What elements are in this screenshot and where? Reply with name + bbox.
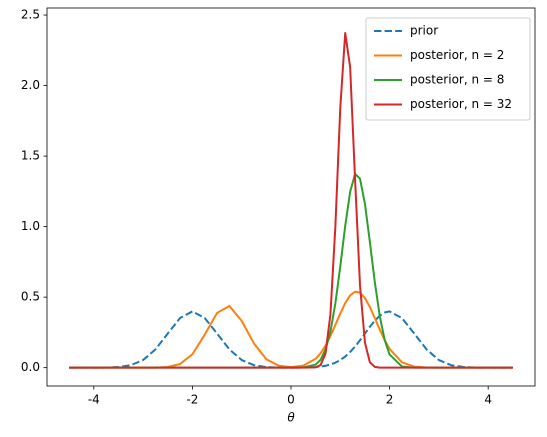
y-tick-label: 2.5 [21,8,40,22]
y-tick-label: 2.0 [21,78,40,92]
plot-frame [46,7,536,387]
x-tick-label: -4 [88,393,100,407]
x-tick-label: -2 [186,393,198,407]
data-line [69,31,513,369]
y-tick-label: 1.0 [21,219,40,233]
legend: prior posterior, n = 2 posterior, n = 8 pos… [365,17,531,121]
x-tick-label: 0 [287,393,295,407]
x-tick-label: 4 [484,393,492,407]
x-tick-label: 2 [386,393,394,407]
legend-label: posterior, n = 8 [410,73,504,87]
data-line [69,290,513,369]
legend-box [365,17,531,121]
data-line [69,310,513,369]
x-axis-label: θ [287,411,295,425]
legend-label: posterior, n = 2 [410,48,504,62]
y-tick-label: 0.0 [21,360,40,374]
y-tick-label: 0.5 [21,290,40,304]
legend-label: prior [410,24,438,38]
y-tick-label: 1.5 [21,149,40,163]
data-line [69,173,513,369]
legend-label: posterior, n = 32 [410,97,512,111]
